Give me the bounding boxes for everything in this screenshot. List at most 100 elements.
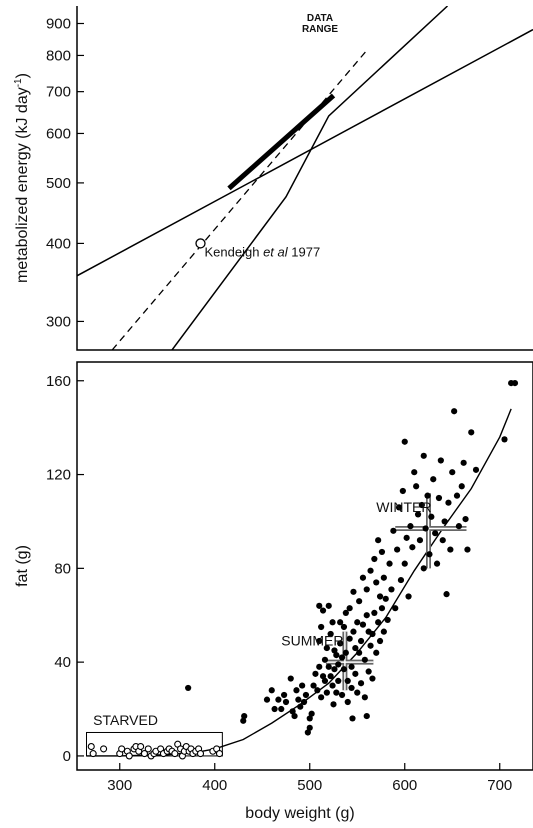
fed-point (363, 586, 370, 593)
starved-point (89, 750, 97, 758)
fed-point (458, 483, 465, 490)
fed-point (318, 694, 325, 701)
fed-point (354, 689, 361, 696)
fed-point (357, 680, 365, 687)
fed-point (340, 666, 348, 673)
fed-point (295, 696, 302, 703)
fed-point (330, 701, 337, 708)
fed-point (451, 408, 458, 415)
fed-point (418, 501, 425, 509)
fed-point (511, 380, 519, 387)
fed-point (369, 675, 376, 682)
fed-point (352, 670, 359, 677)
fed-point (356, 649, 363, 656)
top-y-axis-label-sup: -1 (13, 78, 24, 87)
kendeigh-label-main: Kendeigh (205, 244, 264, 259)
bottom-y-axis-ticks: 0 40 80 120 160 (46, 373, 84, 765)
fed-point (422, 525, 429, 532)
fed-point (297, 703, 304, 710)
starved-label: STARVED (93, 712, 158, 728)
fed-point (300, 698, 308, 706)
fed-point (464, 546, 471, 553)
fed-point (384, 616, 391, 624)
bottom-y-axis-label: fat (g) (14, 545, 31, 587)
fed-point (443, 591, 450, 598)
starved-point (87, 743, 95, 751)
starved-point (125, 752, 133, 760)
fed-point (308, 710, 315, 717)
top-y-axis-label-close: ) (14, 73, 31, 78)
fed-point (395, 504, 403, 511)
fed-point (407, 523, 414, 530)
fed-point (363, 612, 370, 619)
starved-point (171, 750, 179, 758)
fed-point (306, 715, 313, 722)
fed-point (501, 436, 508, 443)
fed-point (291, 712, 298, 720)
fed-point (445, 499, 452, 506)
fed-point (424, 492, 431, 499)
fed-point (356, 598, 363, 605)
fed-point (321, 656, 329, 663)
kendeigh-point (195, 238, 206, 249)
fed-point (375, 619, 382, 626)
bottom-x-tick-label: 600 (392, 777, 417, 794)
top-series-line-thick (227, 93, 336, 191)
fed-point (327, 673, 334, 680)
top-y-axis-ticks: 300 400 500 600 700 800 900 (46, 16, 84, 330)
starved-point (118, 745, 126, 753)
fed-point (240, 717, 247, 724)
fed-point (416, 537, 424, 544)
bottom-panel-frame (76, 361, 533, 771)
fed-point (397, 576, 405, 584)
top-y-tick-label: 700 (46, 84, 71, 101)
fed-point (293, 687, 300, 694)
fed-point (472, 466, 480, 473)
fed-point (325, 602, 332, 609)
fed-point (327, 630, 334, 638)
top-series-line-dashed (111, 49, 368, 350)
kendeigh-label-italic: et al (263, 244, 289, 259)
starved-point (137, 743, 145, 751)
fed-point (409, 544, 416, 551)
bottom-panel: 0 40 80 120 160 300 400 500 600 700 STARVED SUMM… (14, 361, 533, 822)
fed-point (310, 682, 317, 689)
fed-point (185, 684, 192, 692)
fed-point (275, 696, 282, 703)
fed-point (337, 640, 344, 647)
fed-point (271, 705, 278, 713)
fed-point (388, 586, 395, 593)
fed-point (306, 724, 313, 731)
fed-point (390, 527, 397, 534)
fed-point (380, 628, 387, 635)
starved-point (100, 745, 108, 753)
fed-point (359, 621, 367, 628)
fed-point (460, 459, 467, 466)
fed-point (378, 548, 386, 556)
fed-point (367, 642, 374, 649)
fed-point (335, 661, 342, 668)
bottom-y-tick-label: 0 (63, 748, 71, 765)
bottom-y-tick-label: 80 (54, 560, 71, 577)
fed-point (268, 687, 275, 694)
fed-point (376, 593, 384, 600)
bottom-x-tick-label: 500 (297, 777, 322, 794)
top-y-tick-label: 800 (46, 47, 71, 64)
fed-point (323, 689, 330, 696)
fed-point (312, 670, 319, 677)
fed-point (316, 663, 323, 670)
fed-point (289, 708, 296, 715)
fed-point (361, 656, 368, 663)
fed-point (447, 546, 454, 553)
fed-point (331, 647, 338, 654)
fed-point (371, 609, 378, 616)
top-y-tick-label: 300 (46, 313, 71, 330)
fed-point (392, 605, 399, 612)
bottom-x-axis-label: body weight (g) (245, 805, 354, 822)
fed-point (350, 628, 357, 635)
starved-point (215, 750, 224, 758)
fed-point (373, 579, 380, 586)
fed-point (376, 637, 384, 645)
fed-point (420, 452, 427, 459)
